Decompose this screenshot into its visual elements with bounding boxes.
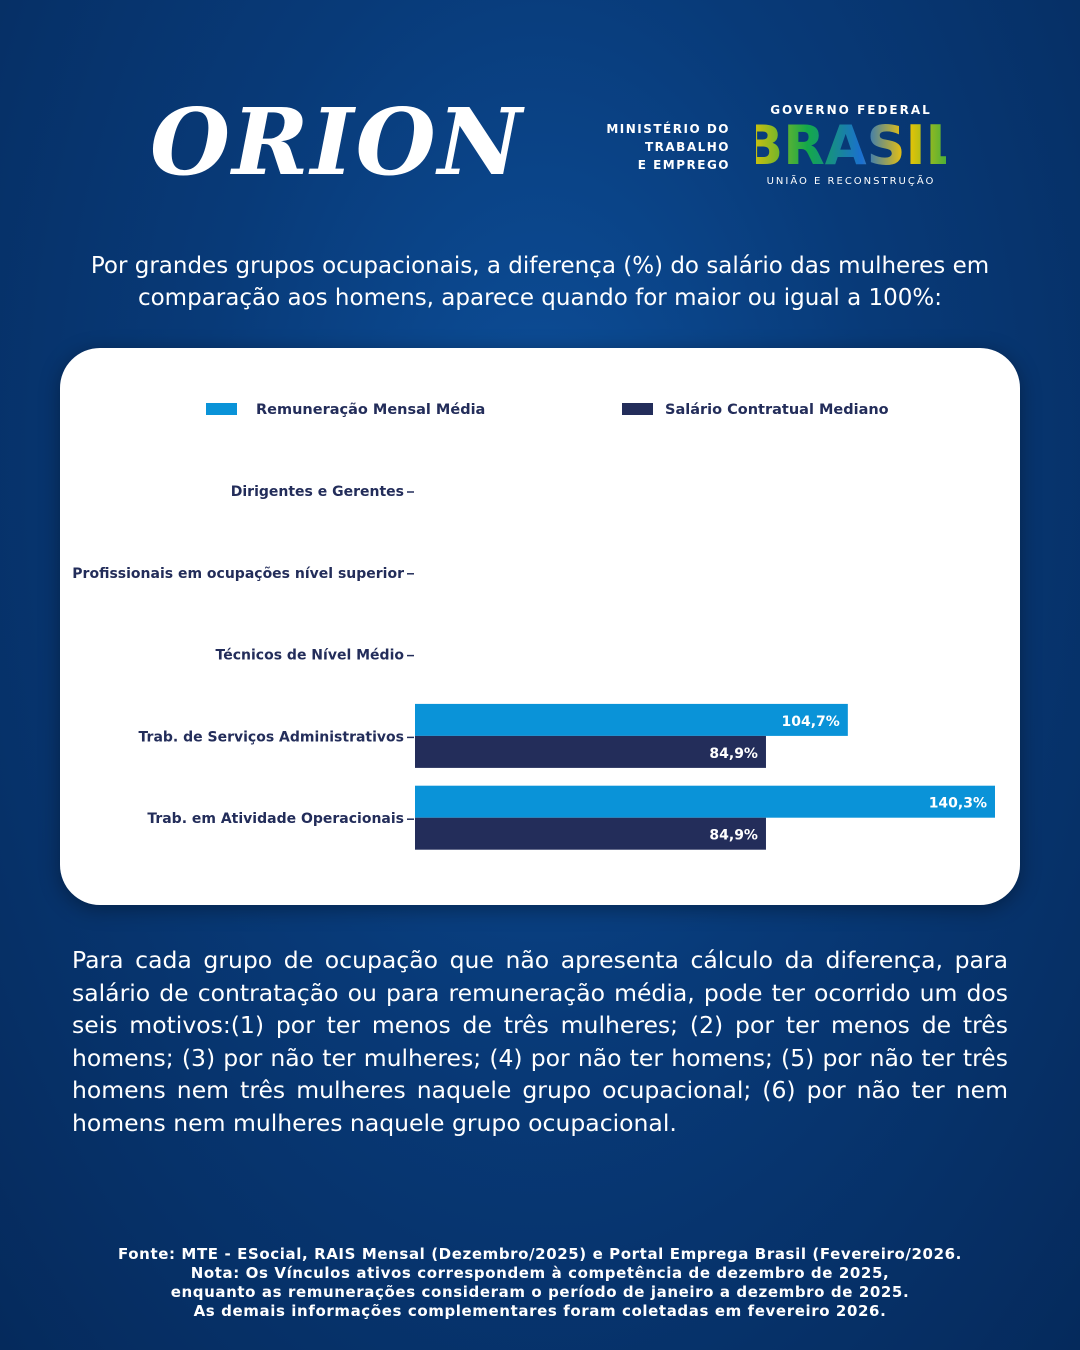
footer-line: Nota: Os Vínculos ativos correspondem à … [190,1264,890,1282]
government-label: GOVERNO FEDERAL [770,103,932,117]
footer-line: enquanto as remunerações consideram o pe… [170,1283,910,1301]
note: Para cada grupo de ocupação que não apre… [72,946,1008,1137]
footer: Fonte: MTE - ESocial, RAIS Mensal (Dezem… [0,1245,1080,1321]
ministry-text: E EMPREGO [637,158,730,172]
chart-card [60,348,1020,905]
footer-line: Fonte: MTE - ESocial, RAIS Mensal (Dezem… [118,1245,962,1263]
ministry-text: TRABALHO [644,140,730,154]
ministry-text: MINISTÉRIO DO [606,122,730,136]
logo: ORION [150,88,524,196]
brand-mark: BRASIL [756,118,946,174]
footer-line: As demais informações complementares for… [193,1302,887,1320]
brand-text: BRASIL [756,118,946,174]
slogan: UNIÃO E RECONSTRUÇÃO [766,176,936,187]
chart-title: Por grandes grupos ocupacionais, a difer… [90,253,990,311]
